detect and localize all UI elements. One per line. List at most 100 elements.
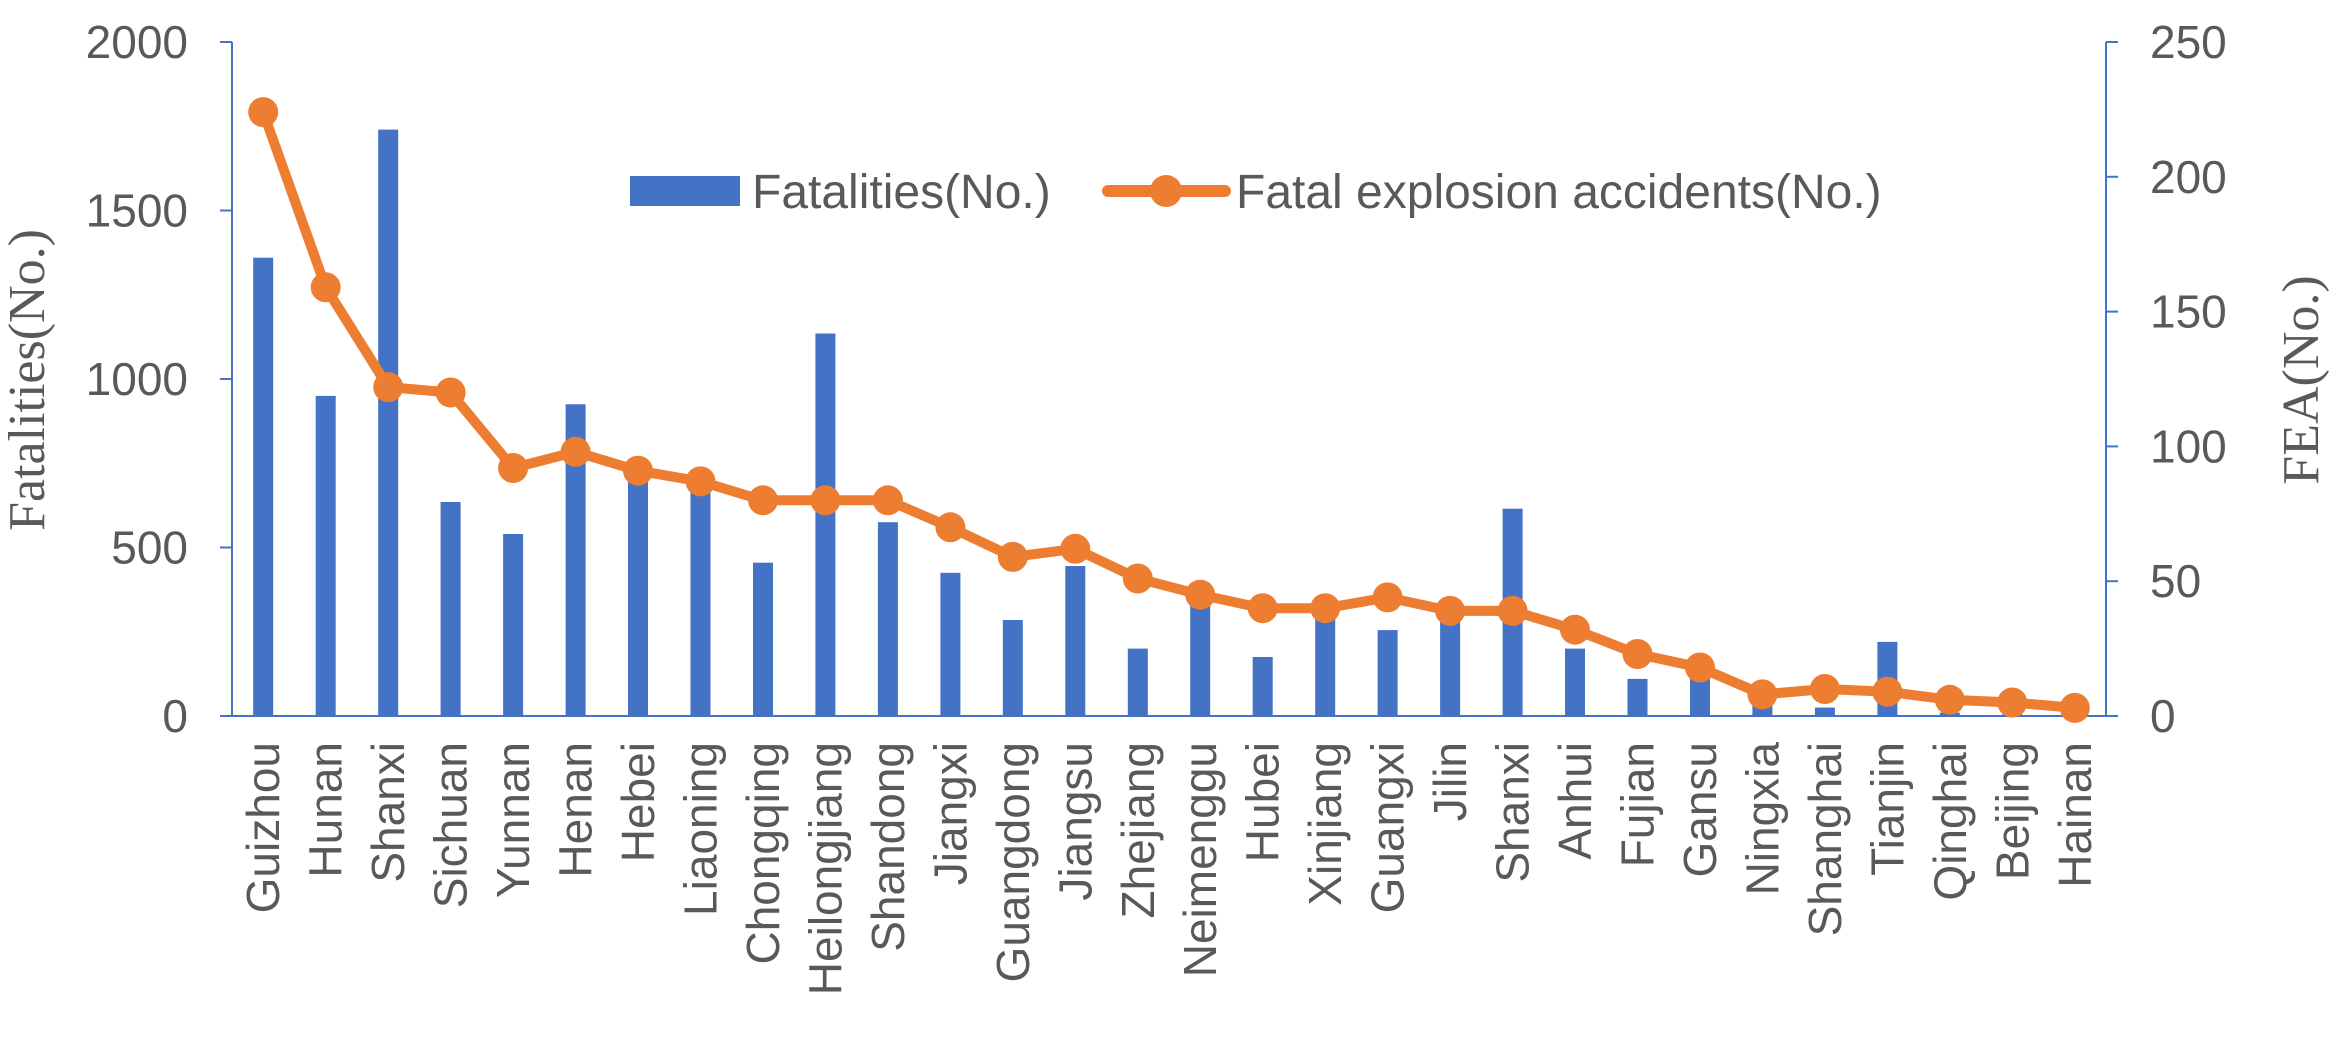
fea-point-qinghai [1934, 684, 1965, 715]
bar-jiangxi [940, 572, 961, 716]
fea-line-series [248, 97, 2090, 723]
category-label: Henan [550, 742, 602, 878]
fea-point-henan [560, 436, 591, 467]
bar-zhejiang [1127, 648, 1148, 716]
y-right-tick-label: 150 [2150, 286, 2227, 338]
category-labels: Guizhou Hunan Shanxi Sichuan Yunnan Henan Hebe… [237, 742, 2101, 996]
fea-point-neimenggu [1185, 579, 1216, 610]
y-axis-left-title: Fatalities(No.) [0, 229, 56, 531]
category-label: Beijing [1986, 742, 2038, 880]
fea-point-shanghai [1809, 674, 1840, 704]
category-label: Liaoning [675, 742, 727, 916]
category-label: Guizhou [237, 742, 289, 913]
fea-point-ningxia [1747, 679, 1778, 710]
axes [220, 41, 2118, 717]
category-label: Hainan [2049, 742, 2101, 888]
bar-jilin [1440, 618, 1461, 716]
fea-point-guangdong [997, 541, 1028, 572]
fea-point-yunnan [498, 453, 529, 483]
y-left-tick-label: 1000 [86, 353, 188, 405]
bar-anhui [1565, 648, 1585, 716]
category-label: Hunan [300, 742, 352, 878]
category-label: Chongqing [737, 742, 789, 965]
fea-point-hebei [623, 455, 653, 486]
category-label: Hubei [1237, 742, 1289, 862]
legend-label-fea: Fatal explosion accidents(No.) [1236, 166, 1882, 219]
category-label: Jilin [1424, 742, 1476, 821]
legend: Fatalities(No.) Fatal explosion accident… [630, 166, 1882, 219]
bar-guangdong [1002, 620, 1023, 716]
bar-hunan [315, 395, 336, 716]
tick-labels: 0 500 1000 1500 2000 0 50 100 150 200 250 [86, 16, 2227, 742]
category-label: Jiangxi [924, 742, 976, 885]
fea-point-jiangsu [1060, 533, 1091, 564]
bar-hubei [1252, 657, 1273, 716]
bar-fujian [1627, 678, 1648, 716]
y-left-tick-label: 500 [111, 522, 188, 574]
fea-point-fujian [1622, 639, 1653, 669]
bar-xinjiang [1315, 608, 1336, 716]
bar-guizhou [253, 257, 274, 716]
bar-chongqing [753, 562, 773, 716]
fea-point-jilin [1435, 595, 1466, 626]
category-label: Heilongjiang [799, 742, 851, 995]
fea-point-chongqing [748, 485, 778, 516]
y-right-tick-label: 250 [2150, 16, 2227, 68]
legend-label-fatalities: Fatalities(No.) [752, 166, 1051, 219]
category-label: Fujian [1612, 742, 1664, 867]
fea-point-liaoning [685, 466, 716, 497]
category-label: Sichuan [425, 742, 477, 908]
fea-point-gansu [1685, 652, 1715, 683]
category-label: Neimenggu [1174, 742, 1226, 977]
category-label: Gansu [1674, 742, 1726, 878]
bar-liaoning [690, 473, 711, 716]
y-left-tick-label: 0 [162, 690, 188, 742]
category-label: Guangdong [987, 742, 1039, 982]
category-label: Jiangsu [1049, 742, 1101, 901]
fea-point-shanxi [1497, 595, 1528, 626]
y-right-tick-label: 200 [2150, 151, 2227, 203]
category-label: Hebei [612, 742, 664, 862]
fea-point-beijing [1997, 687, 2028, 718]
fea-point-jiangxi [935, 512, 966, 543]
fea-point-guangxi [1372, 582, 1403, 613]
fea-point-hainan [2059, 692, 2090, 723]
fea-point-xinjiang [1310, 593, 1341, 624]
bar-henan [565, 404, 586, 716]
category-label: Anhui [1549, 742, 1601, 860]
fea-point-anhui [1560, 614, 1590, 645]
y-right-tick-label: 0 [2150, 690, 2176, 742]
y-left-tick-label: 1500 [86, 185, 188, 237]
category-label: Xinjiang [1299, 742, 1351, 906]
bar-guangxi [1377, 630, 1398, 716]
bar-yunnan [503, 534, 524, 716]
fatalities-bars [253, 129, 2085, 717]
bar-jiangsu [1065, 566, 1086, 716]
y-left-tick-label: 2000 [86, 16, 188, 68]
category-label: Ningxia [1736, 742, 1788, 896]
category-label: Zhejiang [1112, 742, 1164, 918]
bar-gansu [1690, 677, 1710, 716]
fea-point-shanxi [373, 372, 404, 403]
fea-point-shandong [872, 485, 903, 516]
bar-hebei [628, 466, 648, 716]
category-label: Tianjin [1861, 742, 1913, 876]
fea-point-tianjin [1872, 676, 1903, 707]
fea-point-hubei [1247, 593, 1278, 624]
category-label: Shanxi [362, 742, 414, 883]
bar-sichuan [440, 502, 461, 716]
fea-point-hunan [310, 272, 341, 303]
category-label: Shanxi [1487, 742, 1539, 883]
bar-heilongjiang [815, 333, 836, 716]
bar-shanxi [378, 129, 399, 717]
y-right-tick-label: 100 [2150, 420, 2227, 472]
fea-point-sichuan [435, 377, 466, 408]
y-right-tick-label: 50 [2150, 555, 2201, 607]
category-label: Qinghai [1924, 742, 1976, 901]
bar-neimenggu [1190, 601, 1211, 716]
bar-shandong [877, 522, 898, 716]
category-label: Shandong [862, 742, 914, 952]
fea-point-guizhou [248, 97, 279, 128]
fea-point-zhejiang [1122, 563, 1153, 594]
